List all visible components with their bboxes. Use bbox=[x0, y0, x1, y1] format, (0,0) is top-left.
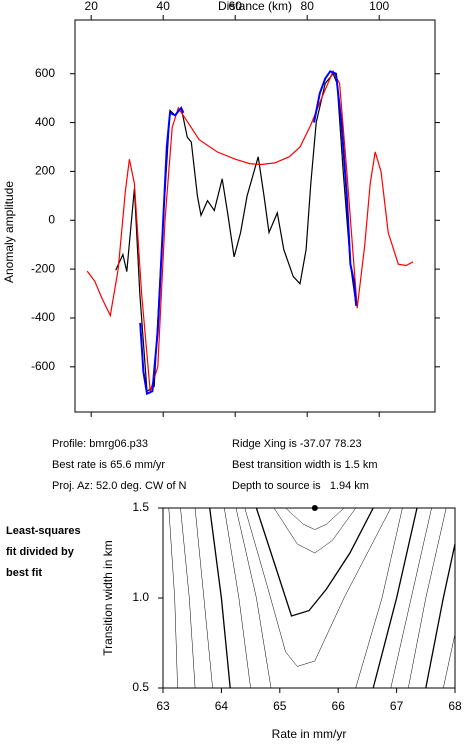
annotation: Profile: bmrg06.p33 bbox=[52, 438, 148, 450]
contour-line bbox=[408, 507, 447, 689]
y-tick-label: 1.0 bbox=[132, 590, 149, 604]
contour-line bbox=[372, 507, 418, 689]
x-tick-label: 60 bbox=[229, 0, 243, 13]
x-tick-label: 64 bbox=[215, 699, 229, 713]
y-tick-label: 400 bbox=[35, 115, 55, 129]
y-tick-label: 0.5 bbox=[132, 680, 149, 694]
x-tick-label: 63 bbox=[156, 699, 170, 713]
y-label: Anomaly amplitude bbox=[2, 181, 16, 283]
annotation: Best rate is 65.6 mm/yr bbox=[52, 459, 165, 471]
note: best fit bbox=[6, 567, 42, 579]
plot-frame bbox=[74, 19, 436, 413]
y-tick-label: 1.5 bbox=[132, 500, 149, 514]
contour-line bbox=[244, 507, 392, 667]
y-tick-label: -600 bbox=[31, 359, 55, 373]
best-fit-point bbox=[311, 505, 318, 511]
y-tick-label: -400 bbox=[31, 310, 55, 324]
contour-line bbox=[425, 543, 456, 689]
y-tick-label: 0 bbox=[48, 212, 55, 226]
annotation: Ridge Xing is -37.07 78.23 bbox=[232, 438, 362, 450]
contour-line bbox=[355, 507, 403, 689]
contour-line bbox=[180, 507, 196, 689]
contour-line bbox=[168, 507, 178, 689]
x-tick-label: 80 bbox=[301, 0, 315, 13]
y-tick-label: -200 bbox=[31, 261, 55, 275]
contour-line bbox=[390, 507, 432, 689]
contour-line bbox=[224, 507, 251, 689]
data-line bbox=[139, 70, 358, 396]
annotation: Proj. Az: 52.0 deg. CW of N bbox=[52, 480, 187, 492]
x-tick-label: 65 bbox=[273, 699, 287, 713]
x-tick-label: 100 bbox=[369, 0, 389, 13]
y-tick-label: 200 bbox=[35, 164, 55, 178]
x-tick-label: 67 bbox=[390, 699, 404, 713]
y-tick-label: 600 bbox=[35, 66, 55, 80]
contour-line bbox=[255, 507, 374, 617]
note: Least-squares bbox=[6, 525, 81, 537]
x-tick-label: 68 bbox=[448, 699, 462, 713]
note: fit divided by bbox=[6, 546, 75, 558]
data-line bbox=[86, 69, 414, 392]
x-label: Rate in mm/yr bbox=[272, 727, 347, 741]
contour-line bbox=[285, 507, 345, 530]
contour-line bbox=[273, 507, 356, 554]
x-tick-label: 40 bbox=[157, 0, 171, 13]
y-label: Transition width in km bbox=[101, 540, 115, 656]
annotation: Depth to source is 1.94 km bbox=[232, 480, 369, 492]
x-tick-label: 66 bbox=[332, 699, 346, 713]
x-label: Distance (km) bbox=[218, 0, 292, 13]
data-line bbox=[115, 72, 357, 393]
contour-line bbox=[235, 507, 272, 689]
annotation: Best transition width is 1.5 km bbox=[232, 459, 378, 471]
x-tick-label: 20 bbox=[85, 0, 99, 13]
contour-line bbox=[194, 507, 213, 689]
contour-line bbox=[443, 633, 456, 689]
contour-line bbox=[209, 507, 231, 689]
